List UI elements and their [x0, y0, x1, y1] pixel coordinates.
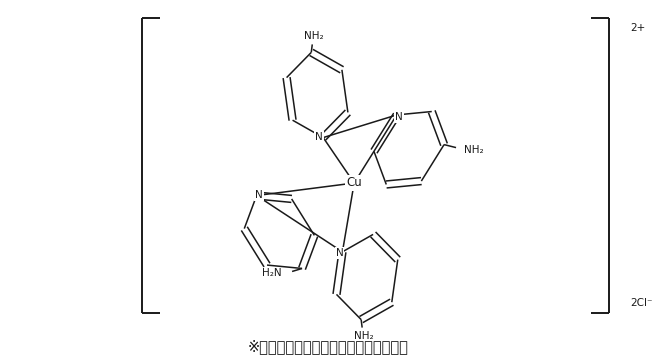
- Text: NH₂: NH₂: [304, 31, 324, 42]
- Text: N: N: [316, 131, 323, 142]
- Text: N: N: [395, 112, 403, 122]
- Text: H₂N: H₂N: [262, 269, 282, 278]
- Text: 2Cl⁻: 2Cl⁻: [631, 298, 653, 308]
- Text: NH₂: NH₂: [355, 331, 374, 340]
- Text: N: N: [335, 248, 343, 258]
- Text: N: N: [255, 190, 262, 200]
- Text: ※山口東京理科大学との共同研究成果物: ※山口東京理科大学との共同研究成果物: [248, 339, 409, 355]
- Text: Cu: Cu: [346, 177, 362, 190]
- Text: NH₂: NH₂: [464, 145, 484, 155]
- Text: 2+: 2+: [631, 23, 646, 33]
